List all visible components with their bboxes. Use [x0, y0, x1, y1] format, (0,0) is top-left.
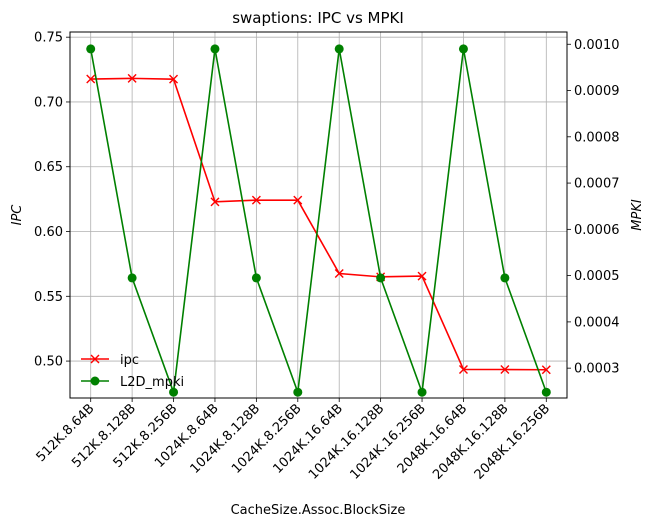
data-point-ipc	[293, 195, 303, 205]
data-point-l2d-mpki	[86, 44, 96, 54]
data-point-l2d-mpki	[417, 387, 427, 397]
chart-title: swaptions: IPC vs MPKI	[232, 9, 404, 27]
data-point-ipc	[251, 195, 261, 205]
y-right-tick-label: 0.0005	[574, 269, 620, 284]
y-right-tick-label: 0.0007	[574, 177, 620, 192]
y-left-tick-label: 0.55	[34, 290, 63, 305]
y-left-tick-label: 0.50	[34, 355, 63, 370]
data-point-ipc	[458, 365, 468, 374]
y-right-tick-label: 0.0004	[574, 315, 620, 330]
grid	[70, 32, 567, 398]
x-axis-label: CacheSize.Assoc.BlockSize	[231, 503, 406, 518]
data-point-ipc	[86, 74, 96, 84]
legend-marker-ipc	[90, 354, 100, 364]
y-left-tick-label: 0.75	[34, 31, 63, 46]
y-right-tick-label: 0.0006	[574, 223, 620, 238]
data-point-ipc	[127, 73, 137, 83]
legend-label-ipc: ipc	[120, 353, 139, 368]
data-point-ipc	[210, 197, 220, 207]
y-left-tick-label: 0.60	[34, 225, 63, 240]
legend-marker-l2d-mpki	[90, 376, 100, 386]
y-left-tick-label: 0.70	[34, 95, 63, 110]
data-point-ipc	[541, 365, 551, 375]
data-point-l2d-mpki	[127, 273, 137, 283]
data-point-l2d-mpki	[293, 387, 303, 397]
series-line-ipc	[90, 77, 547, 371]
data-point-l2d-mpki	[458, 44, 468, 54]
legend-label-l2d-mpki: L2D_mpki	[120, 375, 184, 390]
series-layer	[86, 44, 551, 397]
data-point-ipc	[500, 365, 510, 374]
y-right-tick-label: 0.0003	[574, 362, 620, 377]
y-left-tick-label: 0.65	[34, 160, 63, 175]
data-point-ipc	[334, 269, 344, 278]
data-point-l2d-mpki	[500, 273, 510, 283]
legend: ipc L2D_mpki	[81, 353, 184, 390]
series-line-l2d-mpki	[89, 48, 548, 393]
y-right-tick-label: 0.0010	[574, 38, 620, 53]
y-axis-label-left: IPC	[10, 204, 25, 226]
y-right-tick-label: 0.0008	[574, 130, 620, 145]
data-point-l2d-mpki	[251, 273, 261, 283]
data-point-l2d-mpki	[334, 44, 344, 54]
data-point-l2d-mpki	[169, 387, 179, 397]
data-point-l2d-mpki	[541, 387, 551, 397]
data-point-ipc	[169, 74, 179, 84]
data-point-l2d-mpki	[376, 273, 386, 283]
y-axis-label-right: MPKI	[630, 199, 645, 231]
data-point-ipc	[417, 271, 427, 281]
data-point-l2d-mpki	[210, 44, 220, 54]
y-right-tick-label: 0.0009	[574, 84, 620, 99]
plot-frame	[69, 31, 568, 399]
